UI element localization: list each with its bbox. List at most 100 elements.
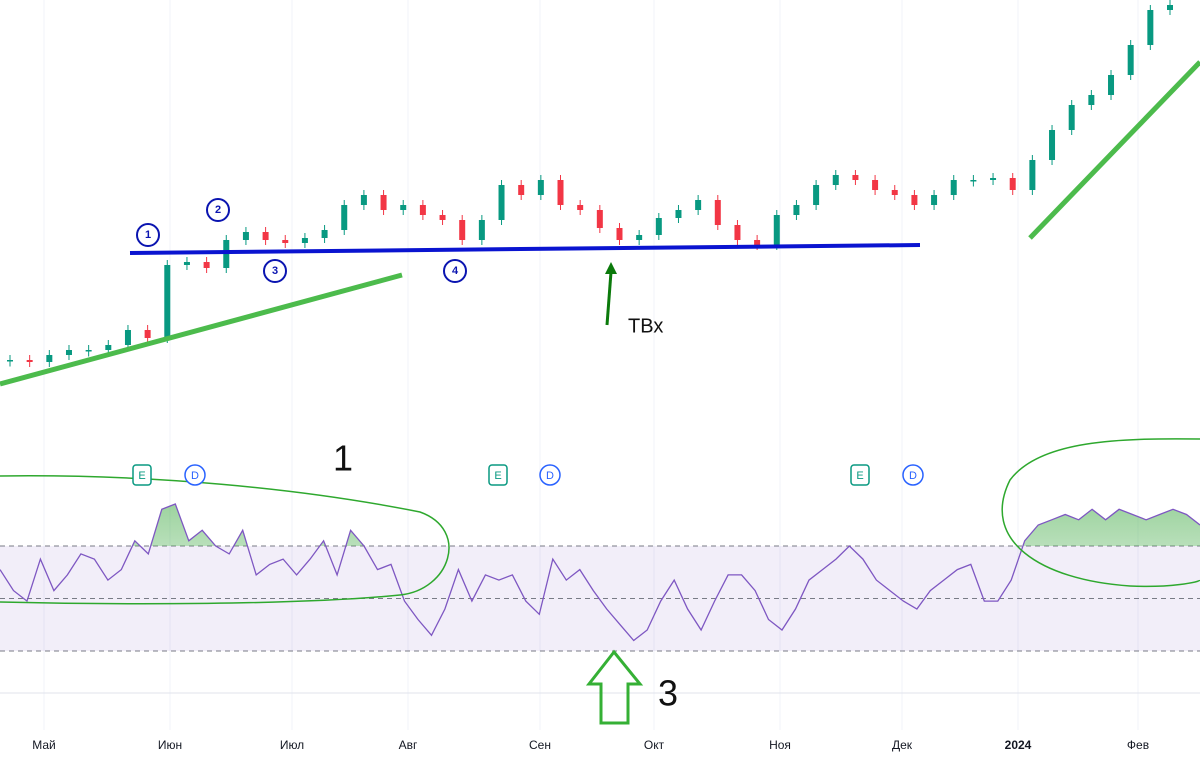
month-label: 2024 bbox=[1005, 738, 1032, 752]
candle bbox=[419, 205, 426, 215]
month-label: Май bbox=[32, 738, 56, 752]
candle bbox=[655, 218, 662, 235]
candle bbox=[537, 180, 544, 195]
candle bbox=[144, 330, 151, 338]
candle bbox=[1147, 10, 1154, 45]
candle bbox=[577, 205, 584, 210]
support-line bbox=[129, 243, 921, 255]
candle bbox=[242, 232, 249, 240]
event-label: E bbox=[856, 470, 863, 482]
event-label: D bbox=[191, 470, 199, 482]
highlight-ellipse bbox=[1001, 438, 1200, 588]
candle bbox=[852, 175, 859, 180]
time-axis: Май Июн Июл Авг Сен Окт Ноя Дек 2024 Фев bbox=[32, 738, 1149, 752]
candle bbox=[498, 185, 505, 220]
candle bbox=[1167, 5, 1173, 10]
candle bbox=[124, 330, 131, 345]
candle bbox=[164, 265, 171, 338]
candle bbox=[793, 205, 800, 215]
candle bbox=[1029, 160, 1036, 190]
candle bbox=[360, 195, 367, 205]
point-label: 2 bbox=[215, 204, 221, 216]
candle bbox=[734, 225, 741, 240]
candle bbox=[1108, 75, 1115, 95]
candle bbox=[341, 205, 348, 230]
earnings-badge bbox=[850, 464, 870, 486]
arrow-up bbox=[585, 649, 644, 725]
event-label: D bbox=[909, 470, 917, 482]
candle bbox=[46, 355, 53, 362]
month-label: Авг bbox=[399, 738, 418, 752]
candle bbox=[1127, 45, 1134, 75]
candle bbox=[183, 262, 190, 265]
candles bbox=[7, 0, 1173, 367]
month-label: Июл bbox=[280, 738, 304, 752]
candle bbox=[26, 360, 33, 362]
candle bbox=[714, 200, 721, 225]
event-label: E bbox=[138, 470, 145, 482]
candle bbox=[262, 232, 269, 240]
candle bbox=[282, 240, 289, 243]
point-label: 4 bbox=[452, 265, 459, 277]
overbought-fill bbox=[0, 504, 1200, 546]
month-label: Ноя bbox=[769, 738, 791, 752]
candle bbox=[695, 200, 702, 210]
point-label: 1 bbox=[145, 229, 151, 241]
candle bbox=[478, 220, 485, 240]
candle bbox=[616, 228, 623, 240]
candle bbox=[203, 262, 210, 268]
candle bbox=[65, 350, 72, 355]
candle bbox=[400, 205, 407, 210]
month-label: Дек bbox=[892, 738, 913, 752]
event-label: D bbox=[546, 470, 554, 482]
dividend-badge bbox=[184, 464, 206, 486]
earnings-badge bbox=[132, 464, 152, 486]
dividend-badge bbox=[902, 464, 924, 486]
event-label: E bbox=[494, 470, 501, 482]
candle bbox=[832, 175, 839, 185]
candle bbox=[301, 238, 308, 243]
candle bbox=[518, 185, 525, 195]
month-label: Июн bbox=[158, 738, 182, 752]
candle bbox=[596, 210, 603, 228]
candle bbox=[380, 195, 387, 210]
candle bbox=[7, 360, 13, 362]
point-label: 3 bbox=[272, 265, 278, 277]
rsi-pane bbox=[0, 503, 1200, 652]
arrow bbox=[605, 271, 613, 326]
arrow-head bbox=[605, 262, 617, 274]
time-grid bbox=[43, 0, 1139, 730]
candle bbox=[1009, 178, 1016, 190]
candle bbox=[931, 195, 938, 205]
candle bbox=[557, 180, 564, 205]
trend-line bbox=[1028, 60, 1200, 240]
rsi-line bbox=[0, 503, 1200, 642]
candle bbox=[970, 180, 977, 182]
candle bbox=[990, 178, 997, 180]
candle bbox=[950, 180, 957, 195]
candle bbox=[439, 215, 446, 220]
point-markers bbox=[136, 198, 467, 283]
candle bbox=[872, 180, 879, 190]
trend-line bbox=[0, 272, 403, 387]
earnings-badge bbox=[488, 464, 508, 486]
candle bbox=[891, 190, 898, 195]
candle bbox=[813, 185, 820, 205]
candle bbox=[1088, 95, 1095, 105]
dividend-badge bbox=[539, 464, 561, 486]
candle bbox=[773, 215, 780, 245]
month-label: Фев bbox=[1127, 738, 1149, 752]
note-label: 1 bbox=[333, 438, 353, 479]
note-label: 3 bbox=[658, 673, 678, 714]
candle bbox=[1049, 130, 1056, 160]
entry-label: ТВх bbox=[628, 315, 663, 337]
candle bbox=[754, 240, 761, 245]
candle bbox=[636, 235, 643, 240]
candle bbox=[85, 350, 92, 352]
candle bbox=[459, 220, 466, 240]
candle bbox=[675, 210, 682, 218]
candle bbox=[1068, 105, 1075, 130]
candle bbox=[321, 230, 328, 238]
candle bbox=[911, 195, 918, 205]
